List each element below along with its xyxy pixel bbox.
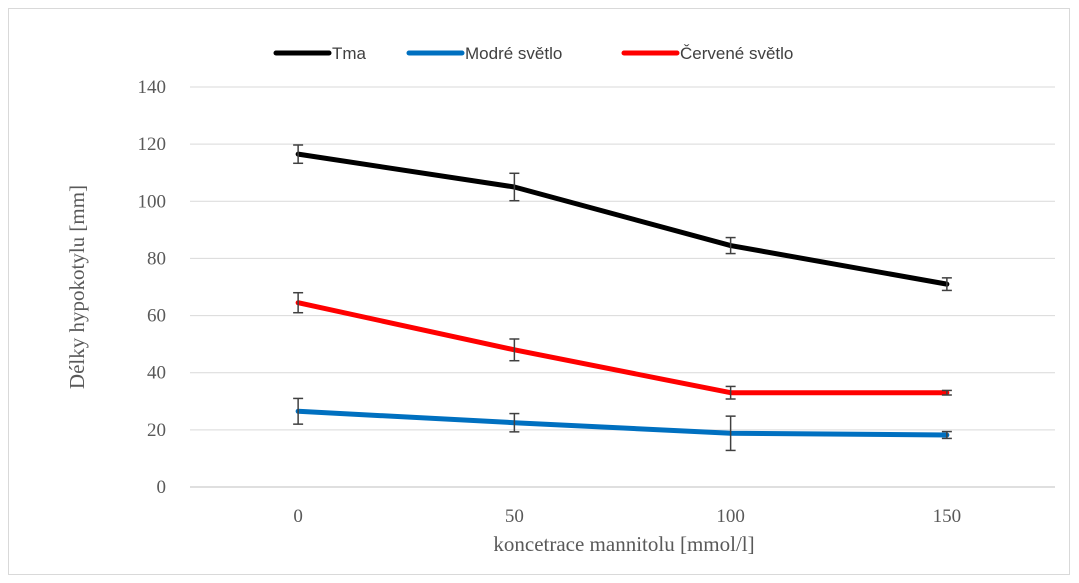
error-bar [941, 389, 952, 396]
x-tick-label: 0 [293, 506, 303, 527]
legend-label: Modré světlo [465, 44, 562, 63]
x-axis-title: koncetrace mannitolu [mmol/l] [493, 532, 754, 556]
error-bar [293, 291, 304, 314]
y-tick-label: 100 [138, 191, 167, 212]
error-bar [725, 385, 736, 400]
error-bar [509, 412, 520, 433]
series-line [295, 151, 950, 287]
y-axis-title: Délky hypokotylu [mm] [65, 185, 89, 389]
chart-frame [8, 8, 1070, 575]
y-tick-label: 20 [147, 420, 166, 441]
error-bar [941, 430, 952, 440]
series-group [295, 151, 950, 438]
y-tick-label: 140 [138, 77, 167, 98]
series-line [295, 300, 950, 396]
legend: Tma Modré světlo Červené světlo [273, 44, 793, 63]
legend-item: Tma [273, 44, 367, 63]
x-tick-label: 100 [716, 506, 745, 527]
x-axis-ticks: 0 50 100 150 [293, 506, 961, 527]
y-tick-label: 80 [147, 248, 166, 269]
y-tick-label: 40 [147, 363, 166, 384]
legend-item: Modré světlo [406, 44, 562, 63]
legend-label: Červené světlo [680, 44, 793, 63]
legend-label: Tma [332, 44, 367, 63]
error-bar [725, 415, 736, 452]
error-bar [293, 397, 304, 425]
y-tick-label: 60 [147, 306, 166, 327]
series-line [295, 408, 950, 438]
y-tick-label: 0 [157, 477, 167, 498]
y-tick-label: 120 [138, 134, 167, 155]
error-bar [293, 144, 304, 165]
y-axis-ticks: 0 20 40 60 80 100 120 140 [138, 77, 167, 498]
gridlines [190, 86, 1055, 488]
error-bar [941, 277, 952, 292]
error-bars [293, 144, 952, 452]
error-bar [509, 338, 520, 362]
x-tick-label: 150 [933, 506, 962, 527]
legend-item: Červené světlo [621, 44, 793, 63]
x-tick-label: 50 [505, 506, 524, 527]
error-bar [725, 236, 736, 255]
error-bar [509, 172, 520, 202]
